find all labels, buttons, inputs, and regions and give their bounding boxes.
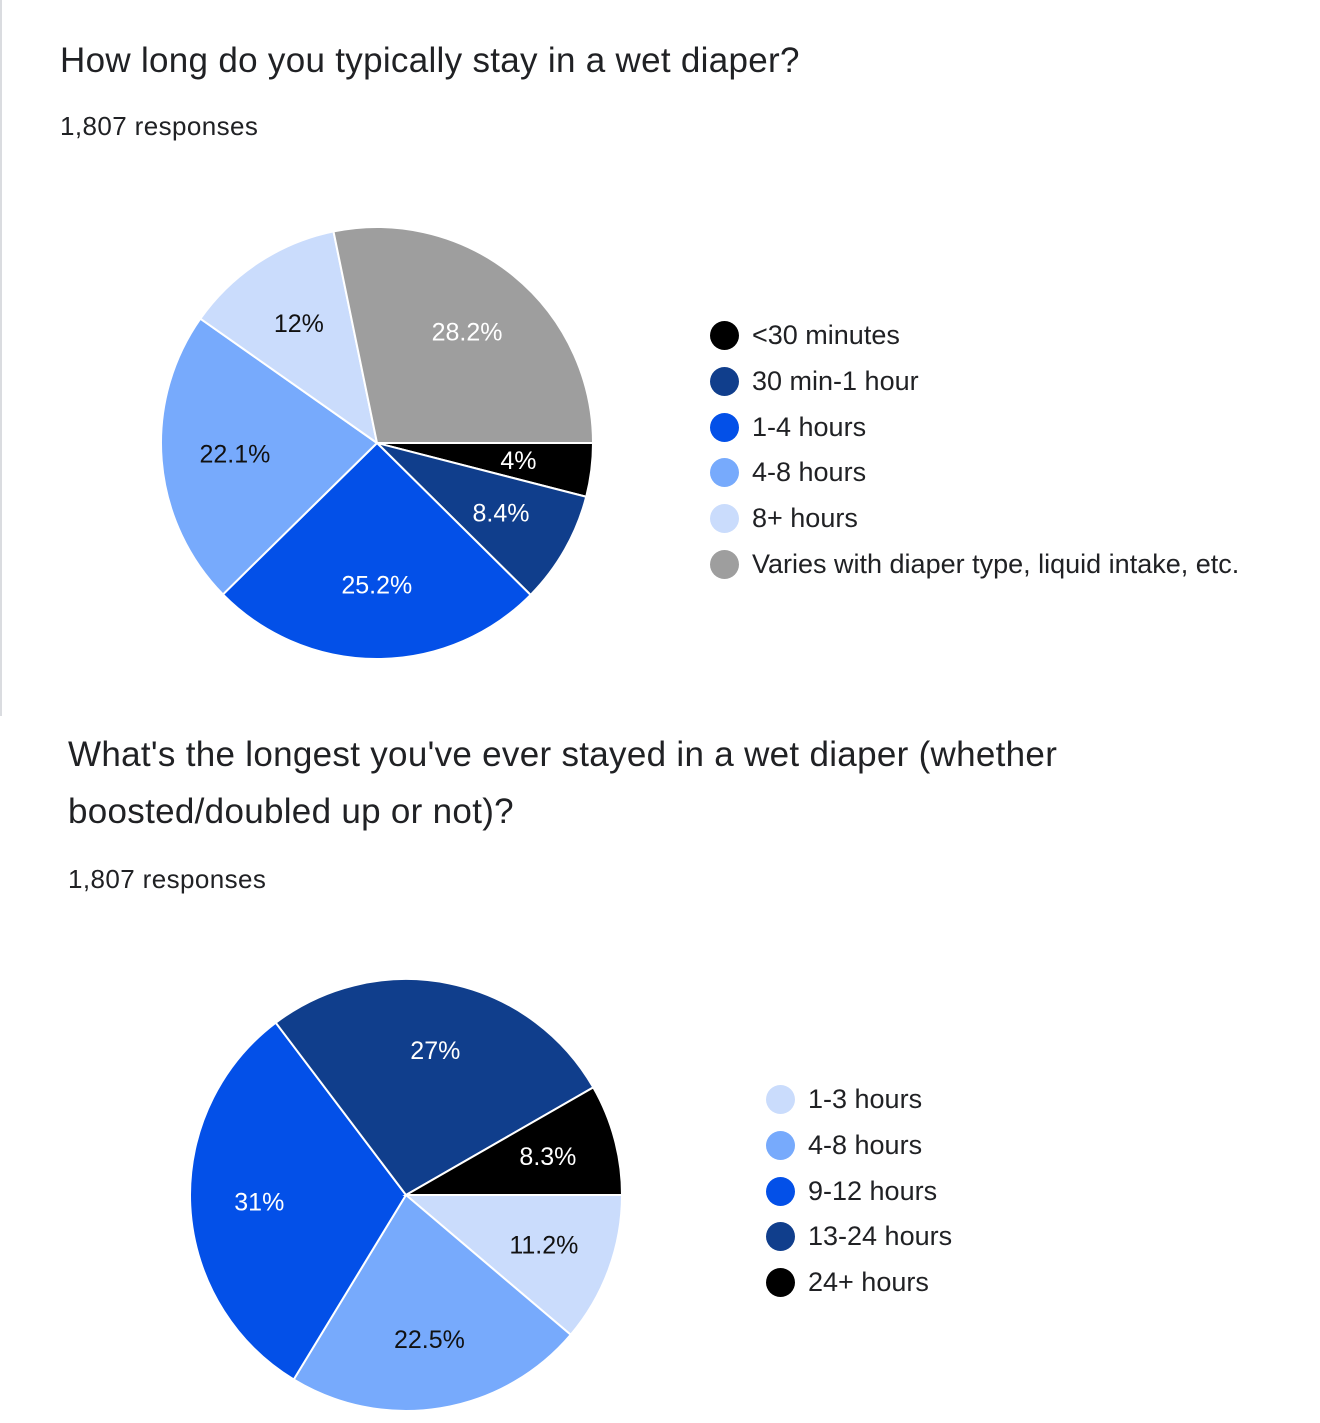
legend-label: 30 min-1 hour (752, 366, 919, 397)
legend-swatch-icon (710, 412, 739, 442)
left-border (0, 0, 2, 716)
question-title: How long do you typically stay in a wet … (60, 41, 800, 80)
slice-value-label: 8.3% (519, 1143, 576, 1171)
legend-swatch-icon (710, 504, 739, 534)
legend-label: 4-8 hours (752, 457, 867, 488)
legend-label: 1-4 hours (752, 411, 867, 442)
legend-label: Varies with diaper type, liquid intake, … (752, 548, 1240, 579)
slice-value-label: 12% (274, 310, 324, 338)
pie-slice-1-4-hours[interactable] (221, 441, 532, 660)
legend-swatch-icon (766, 1176, 795, 1206)
slice-value-label: 4% (500, 447, 536, 475)
legend-swatch-icon (710, 458, 739, 488)
legend-label: 4-8 hours (808, 1130, 923, 1161)
question-title: What's the longest you've ever stayed in… (68, 735, 1058, 831)
pie-slice-4-8-hours[interactable] (292, 1193, 573, 1412)
legend-swatch-icon (710, 321, 739, 351)
pie-slice-8-hours[interactable] (198, 230, 379, 446)
legend-item-24-hours[interactable]: 24+ hours (766, 1260, 952, 1306)
slice-value-label: 25.2% (341, 572, 412, 600)
legend-swatch-icon (766, 1222, 795, 1252)
pie-slice-4-8-hours[interactable] (160, 317, 379, 596)
pie-slice-24-hours[interactable] (402, 1086, 624, 1196)
legend-swatch-icon (710, 549, 739, 579)
legend-item-4-8-hours[interactable]: 4-8 hours (766, 1123, 952, 1169)
legend-item-1-3-hours[interactable]: 1-3 hours (766, 1077, 952, 1123)
pie-slice-30-min-1-hour[interactable] (373, 441, 588, 597)
response-count: 1,807 responses (60, 111, 259, 141)
pie-chart: 4% 8.4% 25.2% 22.1% 12% 28.2% (160, 226, 595, 660)
legend-swatch-icon (766, 1085, 795, 1115)
legend-label: 1-3 hours (808, 1084, 923, 1115)
legend-swatch-icon (710, 367, 739, 397)
slice-value-label: 27% (410, 1037, 460, 1065)
response-count: 1,807 responses (68, 864, 267, 894)
legend-label: 8+ hours (752, 503, 858, 534)
slice-value-label: 22.5% (394, 1326, 465, 1354)
slice-value-label: 11.2% (509, 1232, 578, 1260)
pie-slice-1-3-hours[interactable] (403, 1194, 624, 1337)
legend-item-1-4-hours[interactable]: 1-4 hours (710, 404, 1239, 450)
slice-value-label: 8.4% (473, 499, 530, 527)
legend-item-9-12-hours[interactable]: 9-12 hours (766, 1168, 952, 1214)
pie-slice-9-12-hours[interactable] (189, 1021, 408, 1381)
question-card-1: How long do you typically stay in a wet … (60, 41, 1239, 660)
pie-chart: 11.2% 22.5% 31% 27% 8.3% (189, 978, 624, 1412)
slice-value-label: 28.2% (432, 319, 503, 347)
legend-item-8-hours[interactable]: 8+ hours (710, 496, 1239, 542)
chart-legend: <30 minutes 30 min-1 hour 1-4 hours 4-8 hou… (710, 313, 1239, 587)
question-card-2: What's the longest you've ever stayed in… (0, 716, 1320, 1423)
slice-value-label: 31% (234, 1188, 284, 1216)
slice-value-label: 22.1% (199, 441, 270, 469)
legend-item-30-minutes[interactable]: <30 minutes (710, 313, 1239, 359)
legend-item-4-8-hours[interactable]: 4-8 hours (710, 450, 1239, 496)
legend-label: 13-24 hours (808, 1221, 953, 1252)
legend-label: 24+ hours (808, 1267, 929, 1298)
legend-label: <30 minutes (752, 320, 900, 351)
legend-item-13-24-hours[interactable]: 13-24 hours (766, 1214, 952, 1260)
chart-legend: 1-3 hours 4-8 hours 9-12 hours 13-24 hours 2… (766, 1077, 952, 1305)
pie-slice-13-24-hours[interactable] (274, 978, 595, 1197)
legend-item-varies-with-diaper-type-liquid-intake-etc[interactable]: Varies with diaper type, liquid intake, … (710, 541, 1239, 587)
legend-swatch-icon (766, 1131, 795, 1161)
legend-swatch-icon (766, 1268, 795, 1298)
legend-label: 9-12 hours (808, 1175, 938, 1206)
legend-item-30-min-1-hour[interactable]: 30 min-1 hour (710, 359, 1239, 405)
pie-slice-varies-with-diaper-type-liquid-intake-etc[interactable] (332, 226, 595, 444)
